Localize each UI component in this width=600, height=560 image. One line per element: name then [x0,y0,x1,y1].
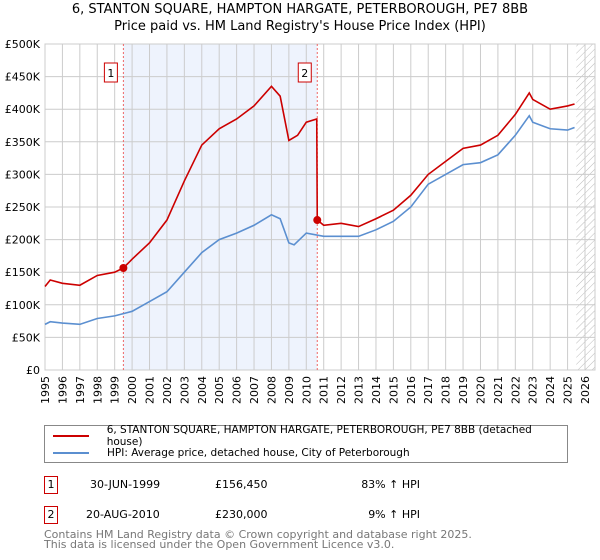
y-tick-label: £300K [5,168,41,181]
sale-marker-box [297,62,312,83]
x-tick-label: 2026 [579,376,592,404]
legend-label: 6, STANTON SQUARE, HAMPTON HARGATE, PETE… [106,424,532,448]
y-tick-label: £50K [12,331,41,344]
hpi-line [44,114,575,326]
x-tick-label: 2023 [527,376,540,404]
legend-label: HPI: Average price, detached house, City… [107,447,410,459]
x-tick-label: 2013 [353,376,366,404]
x-tick-label: 2004 [196,376,209,404]
blue-line-swatch [53,452,89,454]
date: 30-JUN-1999 [90,478,161,491]
legend-item-property: 6, STANTON SQUARE, HAMPTON HARGATE, PETE… [53,424,567,448]
property-price-line [44,85,575,288]
chart-title: 6, STANTON SQUARE, HAMPTON HARGATE, PETE… [71,2,529,17]
x-tick-label: 2010 [300,376,313,404]
x-tick-label: 1999 [109,376,122,404]
x-tick-label: 2025 [562,376,575,404]
x-tick-label: 2024 [544,376,557,404]
x-tick-label: 2015 [387,376,400,404]
date: 20-AUG-2010 [86,508,160,521]
x-tick-label: 2011 [318,376,331,404]
legend-item-hpi: HPI: Average price, detached house, City… [53,445,410,461]
x-tick-label: 2022 [509,376,522,404]
x-tick-label: 2000 [126,376,139,404]
red-line-swatch [53,435,89,437]
x-tick-label: 2017 [422,376,435,404]
price-chart: 1995 1996 1997 1998 1999 2000 2001 2002 2003 2004… [5,38,596,404]
x-tick-label: 2003 [178,376,191,404]
y-tick-label: £100K [5,299,41,312]
x-tick-label: 2001 [144,376,157,404]
y-tick-label: £0 [26,364,40,377]
x-tick-label: 1998 [91,376,104,404]
x-tick-label: 2020 [474,376,487,404]
sale-marker-box [103,62,118,83]
x-tick-label: 1995 [39,376,52,404]
footer-line: This data is licensed under the Open Gov… [44,538,395,551]
y-tick-label: £200K [5,234,41,247]
x-tick-label: 2005 [213,376,226,404]
y-tick-label: £350K [5,136,41,149]
x-tick-label: 2016 [405,376,418,404]
hpi-change: 83% ↑ HPI [361,478,420,491]
x-tick-label: 2012 [335,376,348,404]
x-tick-label: 2019 [457,376,470,404]
price: £156,450 [215,478,268,491]
x-tick-label: 2006 [231,376,244,404]
sale-point [119,263,128,272]
x-tick-label: 2009 [283,376,296,404]
x-tick-label: 2021 [492,376,505,404]
x-tick-label: 1996 [56,376,69,404]
y-tick-label: £150K [5,266,41,279]
y-tick-label: £450K [5,71,41,84]
sale-marker-label: 1 [107,67,114,80]
x-tick-label: 2002 [161,376,174,404]
sale-marker-label: 2 [301,67,308,80]
x-tick-label: 2014 [370,376,383,404]
sale-point [313,216,322,225]
legend: 6, STANTON SQUARE, HAMPTON HARGATE, PETE… [44,424,568,463]
x-tick-label: 2007 [248,376,261,404]
chart-subtitle: Price paid vs. HM Land Registry's House … [114,19,486,34]
y-tick-label: £250K [5,201,41,214]
x-tick-label: 2008 [265,376,278,404]
plot-border [44,43,596,371]
y-tick-label: £400K [5,103,41,116]
price: £230,000 [215,508,268,521]
y-tick-label: £500K [5,38,41,51]
hpi-change: 9% ↑ HPI [368,508,420,521]
footer: Contains HM Land Registry data © Crown c… [44,528,472,551]
x-tick-label: 1997 [74,376,87,404]
x-tick-label: 2018 [440,376,453,404]
marker-badge: 2 [44,506,58,524]
footer-line: Contains HM Land Registry data © Crown c… [44,528,472,541]
marker-badge: 1 [44,476,58,494]
